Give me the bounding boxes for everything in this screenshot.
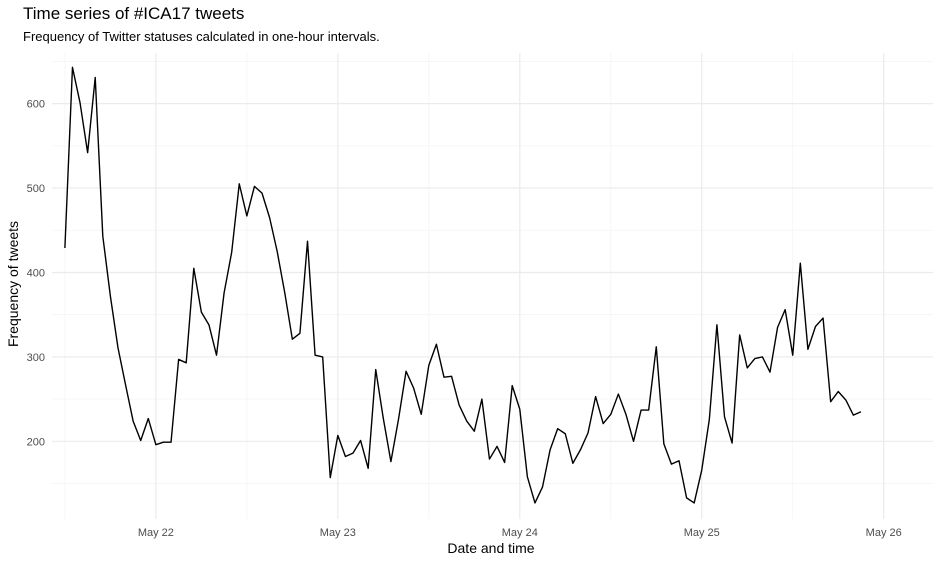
y-axis-tick-labels: 200 300 400 500 600: [27, 99, 45, 449]
x-axis-tick-labels: May 22 May 23 May 24 May 25 May 26: [138, 527, 902, 539]
y-tick-label: 400: [27, 267, 45, 279]
y-tick-label: 500: [27, 183, 45, 195]
x-tick-label: May 24: [502, 527, 538, 539]
minor-gridlines: [52, 53, 933, 519]
y-tick-label: 600: [27, 99, 45, 111]
y-axis-title: Frequency of tweets: [5, 221, 21, 347]
x-tick-label: May 22: [138, 527, 174, 539]
series-line-tweets: [64, 66, 862, 504]
x-tick-label: May 25: [684, 527, 720, 539]
y-tick-label: 300: [27, 352, 45, 364]
major-gridlines: [52, 53, 933, 519]
y-tick-label: 200: [27, 436, 45, 448]
x-tick-label: May 26: [866, 527, 902, 539]
x-tick-label: May 23: [320, 527, 356, 539]
chart-subtitle: Frequency of Twitter statuses calculated…: [23, 29, 380, 44]
chart-title: Time series of #ICA17 tweets: [23, 4, 245, 23]
series-layer: [64, 66, 862, 504]
x-axis-title: Date and time: [447, 540, 534, 556]
